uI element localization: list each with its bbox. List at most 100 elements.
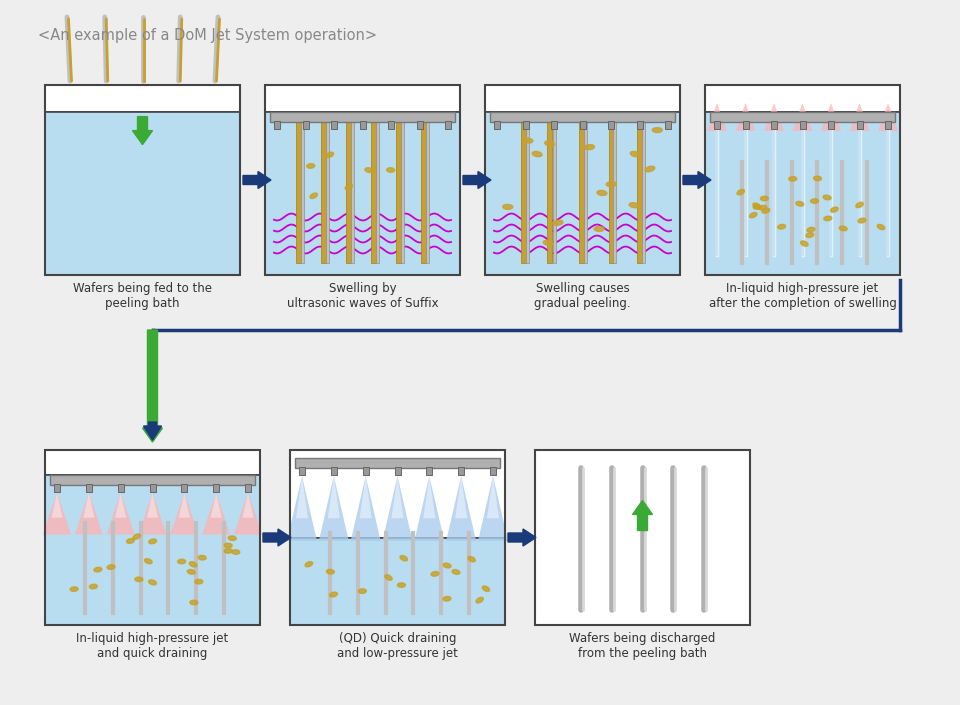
FancyArrow shape [143, 422, 161, 440]
Text: Wafers being discharged
from the peeling bath: Wafers being discharged from the peeling… [569, 632, 716, 660]
Ellipse shape [307, 164, 315, 168]
FancyBboxPatch shape [494, 121, 500, 128]
Ellipse shape [385, 575, 392, 580]
FancyBboxPatch shape [547, 120, 552, 263]
Polygon shape [287, 476, 317, 541]
Polygon shape [115, 493, 127, 517]
Ellipse shape [89, 584, 97, 589]
FancyBboxPatch shape [265, 111, 460, 275]
Polygon shape [360, 476, 372, 518]
FancyBboxPatch shape [295, 458, 500, 468]
Polygon shape [455, 476, 468, 518]
Polygon shape [350, 476, 381, 541]
FancyBboxPatch shape [54, 484, 60, 491]
FancyBboxPatch shape [270, 111, 455, 121]
FancyBboxPatch shape [85, 484, 92, 491]
FancyBboxPatch shape [290, 537, 505, 625]
FancyArrow shape [633, 501, 653, 530]
Ellipse shape [225, 544, 232, 548]
Ellipse shape [326, 152, 334, 157]
Polygon shape [735, 103, 756, 131]
Ellipse shape [855, 202, 863, 207]
Polygon shape [242, 493, 253, 517]
Ellipse shape [807, 227, 815, 232]
Polygon shape [793, 103, 812, 131]
Ellipse shape [606, 182, 616, 187]
Ellipse shape [387, 168, 395, 172]
FancyBboxPatch shape [388, 121, 394, 128]
Ellipse shape [754, 205, 761, 209]
FancyBboxPatch shape [363, 467, 369, 475]
Polygon shape [84, 493, 94, 517]
Ellipse shape [796, 202, 804, 206]
Ellipse shape [753, 203, 760, 209]
Ellipse shape [482, 586, 490, 591]
Ellipse shape [452, 570, 460, 575]
Ellipse shape [305, 562, 313, 567]
Ellipse shape [190, 600, 198, 605]
Ellipse shape [94, 568, 102, 572]
FancyBboxPatch shape [426, 120, 429, 263]
Ellipse shape [228, 536, 236, 541]
Ellipse shape [758, 205, 767, 210]
Ellipse shape [400, 556, 407, 561]
FancyBboxPatch shape [45, 85, 240, 111]
Polygon shape [707, 103, 727, 131]
Ellipse shape [70, 587, 78, 591]
FancyBboxPatch shape [331, 467, 337, 475]
FancyBboxPatch shape [45, 474, 260, 625]
Polygon shape [52, 493, 62, 517]
Text: In-liquid high-pressure jet
and quick draining: In-liquid high-pressure jet and quick dr… [77, 632, 228, 660]
FancyBboxPatch shape [521, 120, 526, 263]
Ellipse shape [778, 224, 785, 229]
Ellipse shape [760, 196, 768, 201]
Polygon shape [382, 476, 413, 541]
FancyBboxPatch shape [445, 121, 451, 128]
FancyBboxPatch shape [359, 121, 366, 128]
Ellipse shape [858, 219, 866, 223]
FancyBboxPatch shape [150, 484, 156, 491]
Polygon shape [423, 476, 435, 518]
FancyBboxPatch shape [274, 121, 280, 128]
FancyArrow shape [683, 171, 711, 188]
Ellipse shape [431, 572, 439, 576]
Ellipse shape [145, 558, 152, 564]
Text: Swelling by
ultrasonic waves of Suffix: Swelling by ultrasonic waves of Suffix [287, 282, 439, 310]
FancyBboxPatch shape [376, 120, 379, 263]
FancyBboxPatch shape [490, 467, 496, 475]
Polygon shape [327, 476, 340, 518]
Ellipse shape [476, 597, 483, 603]
FancyBboxPatch shape [742, 121, 749, 128]
Ellipse shape [813, 176, 822, 180]
Ellipse shape [594, 226, 604, 231]
Ellipse shape [329, 592, 337, 597]
Polygon shape [878, 103, 898, 131]
Ellipse shape [839, 226, 847, 231]
Polygon shape [203, 493, 230, 534]
Ellipse shape [789, 176, 797, 181]
Polygon shape [147, 493, 158, 517]
FancyBboxPatch shape [346, 120, 351, 263]
FancyBboxPatch shape [551, 121, 557, 128]
FancyBboxPatch shape [118, 484, 124, 491]
FancyBboxPatch shape [181, 484, 187, 491]
Ellipse shape [358, 589, 367, 594]
FancyBboxPatch shape [710, 111, 895, 121]
FancyArrow shape [463, 171, 491, 188]
Polygon shape [850, 103, 870, 131]
Ellipse shape [178, 559, 185, 564]
Text: Wafers being fed to the
peeling bath: Wafers being fed to the peeling bath [73, 282, 212, 310]
FancyBboxPatch shape [299, 467, 305, 475]
FancyBboxPatch shape [326, 120, 329, 263]
Ellipse shape [225, 548, 232, 553]
Ellipse shape [645, 166, 655, 172]
Ellipse shape [543, 240, 553, 245]
Ellipse shape [365, 168, 372, 173]
Ellipse shape [553, 220, 563, 226]
Ellipse shape [133, 534, 140, 539]
Ellipse shape [443, 596, 451, 601]
Ellipse shape [762, 208, 770, 213]
Text: <An example of a DoM Jet System operation>: <An example of a DoM Jet System operatio… [38, 28, 377, 43]
Polygon shape [179, 493, 190, 517]
FancyBboxPatch shape [553, 120, 557, 263]
